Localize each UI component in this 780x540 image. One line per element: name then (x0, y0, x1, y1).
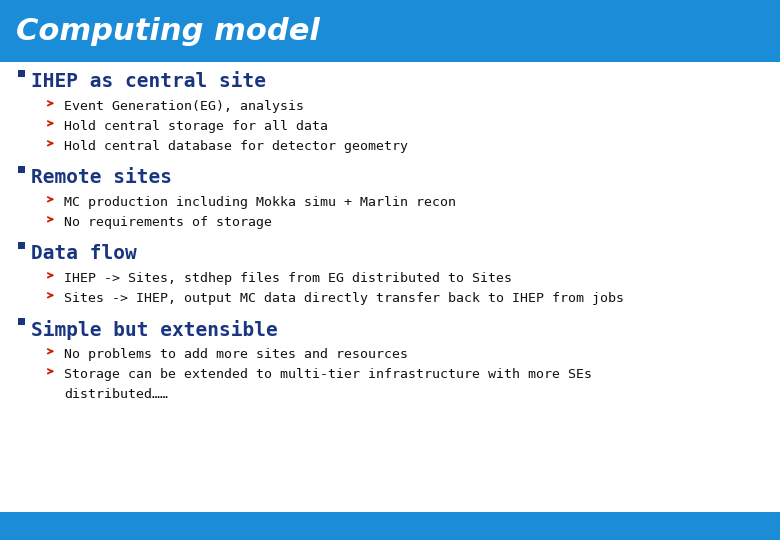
Text: IHEP as central site: IHEP as central site (31, 72, 266, 91)
Text: No requirements of storage: No requirements of storage (64, 216, 272, 229)
Text: Computing model: Computing model (16, 17, 320, 45)
Text: Event Generation(EG), analysis: Event Generation(EG), analysis (64, 100, 304, 113)
Text: Hold central storage for all data: Hold central storage for all data (64, 120, 328, 133)
Text: No problems to add more sites and resources: No problems to add more sites and resour… (64, 348, 408, 361)
Text: Hold central database for detector geometry: Hold central database for detector geome… (64, 140, 408, 153)
Text: MC production including Mokka simu + Marlin recon: MC production including Mokka simu + Mar… (64, 196, 456, 209)
Text: Simple but extensible: Simple but extensible (31, 320, 278, 340)
Text: IHEP -> Sites, stdhep files from EG distributed to Sites: IHEP -> Sites, stdhep files from EG dist… (64, 272, 512, 285)
Bar (18, 166, 25, 173)
Bar (0, 512, 780, 540)
Text: Data flow: Data flow (31, 244, 136, 263)
Bar (0, 0, 780, 62)
Text: distributed……: distributed…… (64, 388, 168, 401)
Text: Storage can be extended to multi-tier infrastructure with more SEs: Storage can be extended to multi-tier in… (64, 368, 592, 381)
Text: Remote sites: Remote sites (31, 168, 172, 187)
Text: Sites -> IHEP, output MC data directly transfer back to IHEP from jobs: Sites -> IHEP, output MC data directly t… (64, 292, 624, 305)
Bar (18, 70, 25, 77)
Bar (18, 318, 25, 325)
Bar (18, 242, 25, 249)
